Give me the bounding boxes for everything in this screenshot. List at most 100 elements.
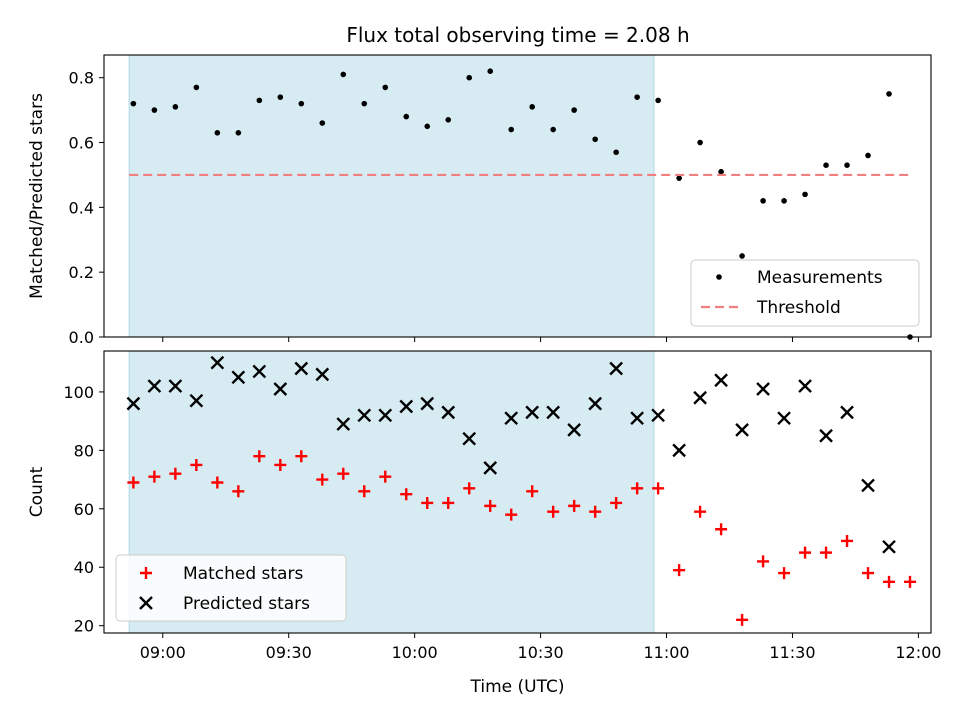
axes-frame [103,350,932,634]
data-point [403,113,410,120]
predicted-star-marker [882,539,896,554]
x-tick-label: 11:00 [643,643,689,662]
predicted-star-marker [273,382,288,396]
data-point [634,94,640,100]
data-point [529,104,535,110]
data-point [823,162,829,169]
legend-marker-matched [140,567,152,579]
x-tick-label: 09:00 [140,643,186,662]
predicted-star-marker [735,423,749,437]
y-tick-label: 0.0 [69,328,94,347]
series-measurements [130,68,913,340]
y-tick-label: 0.6 [69,134,94,153]
y-tick-label: 0.8 [69,69,94,88]
matched-star-marker [652,482,665,495]
matched-star-marker [904,575,917,588]
matched-star-marker [484,499,497,512]
data-point [256,97,263,104]
legend-box [115,554,347,622]
matched-star-marker [379,470,392,483]
x-tick-label: 10:30 [518,643,564,662]
data-point [151,107,158,113]
predicted-star-marker [399,399,414,414]
legend-marker-measurements [716,274,722,280]
matched-star-marker [673,564,686,577]
data-point [424,123,431,130]
matched-star-marker [841,534,854,547]
y-tick-label: 0.2 [69,263,94,282]
data-point [466,74,473,81]
matched-star-marker [148,470,161,483]
matched-star-marker [421,496,434,509]
data-point [844,162,850,169]
data-point [193,84,200,91]
matched-star-marker [694,505,707,518]
predicted-star-marker [483,461,498,475]
series-matched-stars [127,450,917,626]
predicted-star-marker [168,379,183,393]
predicted-star-marker [189,393,204,408]
legend-label-measurements: Measurements [757,268,883,288]
shaded-observing-span [128,54,655,338]
data-point [592,136,598,143]
matched-star-marker [127,476,140,489]
matched-star-marker [274,458,287,471]
data-point [172,104,179,110]
top-panel: 0.0 0.2 0.4 0.6 0.8 Matched/Predicted stars Me… [27,54,932,347]
data-point [235,129,242,136]
matched-star-marker [883,575,896,588]
data-point [718,168,724,175]
legend-box [690,259,920,327]
y-axis-label: Matched/Predicted stars [27,93,47,299]
x-tick-label: 11:30 [769,643,815,662]
y-axis-label: Count [27,466,47,517]
data-point [382,84,389,91]
data-point [676,175,682,181]
data-point [508,126,515,133]
data-point [277,94,284,100]
matched-star-marker [799,546,812,559]
predicted-star-marker [819,428,833,443]
y-tick-label: 80 [74,441,94,460]
data-point [130,100,137,107]
predicted-star-marker [777,411,791,426]
axes-frame [103,54,932,338]
matched-star-marker [589,505,602,518]
matched-star-marker [211,476,224,489]
predicted-star-marker [336,417,351,431]
data-point [739,253,745,259]
legend-marker-predicted [139,596,153,610]
predicted-star-marker [588,396,603,411]
matched-star-marker [862,567,875,580]
predicted-star-marker [609,361,624,376]
data-point [298,100,305,107]
legend-label-predicted: Predicted stars [183,594,310,614]
predicted-star-marker [126,396,141,411]
matched-star-marker [526,485,539,498]
predicted-star-marker [504,411,519,426]
bottom-panel: 20 40 60 80 100 09:00 09:30 10:00 10:30 11:00 11:3… [27,350,941,662]
data-point [697,139,703,146]
x-tick-label: 12:00 [895,643,941,662]
predicted-star-marker [420,396,435,411]
matched-star-marker [631,482,644,495]
predicted-star-marker [252,364,267,379]
data-point [550,126,556,133]
data-point [340,71,347,78]
predicted-star-marker [798,379,812,393]
legend-label-threshold: Threshold [756,298,841,318]
matched-star-marker [736,613,749,626]
predicted-star-marker [546,405,561,420]
matched-star-marker [295,450,308,463]
data-point [781,198,787,204]
matched-star-marker [505,508,518,521]
data-point [571,107,577,113]
y-tick-label: 60 [74,500,94,519]
matched-star-marker [547,505,560,518]
matched-star-marker [442,496,455,509]
predicted-star-marker [231,370,246,385]
matched-star-marker [253,450,266,463]
matched-star-marker [232,485,245,498]
y-tick-label: 0.4 [69,198,94,217]
matched-star-marker [190,458,203,471]
